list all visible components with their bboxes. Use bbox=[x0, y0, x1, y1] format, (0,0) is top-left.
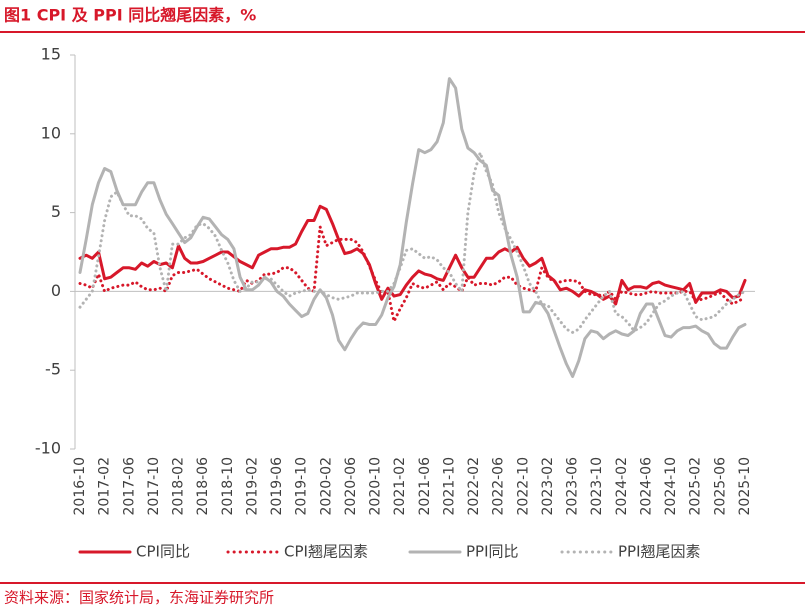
x-tick-label: 2021-10 bbox=[441, 457, 457, 516]
x-tick-label: 2021-06 bbox=[417, 457, 433, 516]
series-line bbox=[78, 151, 747, 334]
x-tick-label: 2025-10 bbox=[737, 457, 753, 516]
x-tick-label: 2020-10 bbox=[368, 457, 384, 516]
x-tick-label: 2019-06 bbox=[269, 457, 285, 516]
x-tick-label: 2019-02 bbox=[244, 457, 260, 516]
x-tick-label: 2025-06 bbox=[712, 457, 728, 516]
x-tick-label: 2023-02 bbox=[540, 457, 556, 516]
series-line bbox=[78, 225, 747, 323]
x-tick-label: 2024-02 bbox=[614, 457, 630, 516]
legend-label: CPI翘尾因素 bbox=[284, 543, 368, 561]
series-line bbox=[78, 204, 747, 306]
x-tick-label: 2017-06 bbox=[121, 457, 137, 516]
x-tick-label: 2020-02 bbox=[318, 457, 334, 516]
series-line bbox=[78, 77, 747, 378]
y-tick-label: 15 bbox=[41, 45, 61, 64]
x-tick-label: 2019-10 bbox=[294, 457, 310, 516]
x-tick-label: 2025-02 bbox=[688, 457, 704, 516]
source: 资料来源：国家统计局，东海证券研究所 bbox=[4, 589, 274, 607]
x-tick-label: 2023-06 bbox=[565, 457, 581, 516]
x-tick-label: 2024-06 bbox=[638, 457, 654, 516]
chart-title: 图1 CPI 及 PPI 同比翘尾因素，% bbox=[4, 6, 256, 25]
x-tick-label: 2018-10 bbox=[220, 457, 236, 516]
y-tick-label: 10 bbox=[41, 123, 61, 142]
legend-label: PPI同比 bbox=[466, 543, 519, 561]
x-tick-label: 2017-02 bbox=[97, 457, 113, 516]
legend-label: CPI同比 bbox=[136, 543, 190, 561]
y-tick-label: 0 bbox=[51, 281, 61, 300]
x-tick-label: 2017-10 bbox=[146, 457, 162, 516]
legend-label: PPI翘尾因素 bbox=[618, 543, 701, 561]
x-tick-label: 2023-10 bbox=[589, 457, 605, 516]
x-tick-label: 2024-10 bbox=[663, 457, 679, 516]
y-tick-label: -5 bbox=[45, 360, 61, 379]
x-tick-label: 2020-06 bbox=[343, 457, 359, 516]
x-tick-label: 2018-02 bbox=[171, 457, 187, 516]
x-tick-label: 2018-06 bbox=[195, 457, 211, 516]
x-tick-label: 2022-10 bbox=[515, 457, 531, 516]
y-tick-label: 5 bbox=[51, 202, 61, 221]
x-tick-label: 2022-02 bbox=[466, 457, 482, 516]
y-tick-label: -10 bbox=[35, 439, 61, 458]
x-tick-label: 2021-02 bbox=[392, 457, 408, 516]
x-tick-label: 2022-06 bbox=[491, 457, 507, 516]
x-tick-label: 2016-10 bbox=[72, 457, 88, 516]
